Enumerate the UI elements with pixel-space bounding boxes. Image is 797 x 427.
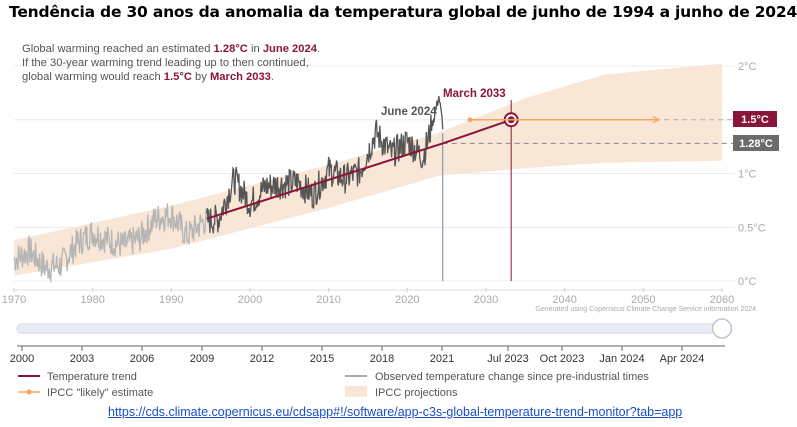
ipcc-likely-series [467,116,661,124]
slider-tick-label: 2021 [430,353,454,365]
marker-label-june-2024: June 2024 [381,106,437,118]
slider-tick-label: Apr 2024 [660,353,705,365]
source-link[interactable]: https://cds.climate.copernicus.eu/cdsapp… [108,405,683,419]
badge-1-5-text: 1.5°C [741,114,769,126]
legend-ipcc-likely-label: IPCC "likely" estimate [47,387,153,399]
y-tick-label: 0°C [738,276,757,288]
legend: Temperature trend Observed temperature c… [18,371,649,399]
y-tick-label: 2°C [738,61,757,73]
legend-trend-label: Temperature trend [47,371,137,383]
legend-ipcc-proj-label: IPCC projections [375,387,458,399]
slider-tick-label: Oct 2023 [540,353,585,365]
x-tick-label: 1990 [159,294,183,306]
slider-tick-label: Jul 2023 [487,353,529,365]
slider-ticks: 2000 2003 2006 2009 2012 2015 2018 2021 Jul 2023… [10,346,705,365]
time-slider[interactable] [16,318,733,339]
x-tick-label: 1970 [2,294,26,306]
x-tick-label: 2030 [474,294,498,306]
x-tick-label: 2060 [710,294,734,306]
annotation-line-1: Global warming reached an estimated 1.28… [22,43,320,55]
badge-1-28: 1.28°C [733,135,779,151]
marker-label-march-2033: March 2033 [443,88,506,100]
x-tick-label: 2000 [238,294,262,306]
observed-series [13,95,444,283]
slider-tick-label: Jan 2024 [599,353,644,365]
ipcc-projection-band [14,63,722,276]
annotation-line-2: If the 30-year warming trend leading up … [22,57,309,69]
slider-tick-label: 2012 [250,353,274,365]
x-tick-label: 2050 [631,294,655,306]
slider-tick-label: 2015 [310,353,334,365]
x-tick-label: 2040 [552,294,576,306]
slider-handle[interactable] [711,318,733,339]
credit-text: Generated using Copernicus Climate Chang… [535,306,758,313]
annotation-line-3: global warming would reach 1.5°C by Marc… [22,71,274,83]
slider-tick-label: 2018 [370,353,394,365]
slider-tick-label: 2000 [10,353,34,365]
x-tick-label: 2020 [395,294,419,306]
y-tick-label: 1°C [738,169,757,181]
badge-1-28-text: 1.28°C [739,138,773,150]
badge-1-5: 1.5°C [733,111,777,127]
observed-line-early [13,203,208,283]
slider-tick-label: 2009 [190,353,214,365]
observed-line-recent [206,95,444,234]
x-tick-label: 2010 [316,294,340,306]
slider-track[interactable] [16,323,726,334]
ipcc-likely-arrow [652,116,661,124]
legend-observed-label: Observed temperature change since pre-in… [375,371,649,383]
page-title: Tendência de 30 anos da anomalia da temp… [9,3,797,21]
legend-ipcc-likely-dot [26,389,32,395]
trend-line [206,118,512,220]
slider-tick-label: 2003 [70,353,94,365]
x-tick-label: 1980 [80,294,104,306]
ipcc-likely-start [467,117,473,123]
slider-tick-label: 2006 [130,353,154,365]
legend-ipcc-proj-swatch [345,386,367,397]
y-tick-label: 0.5°C [738,222,766,234]
